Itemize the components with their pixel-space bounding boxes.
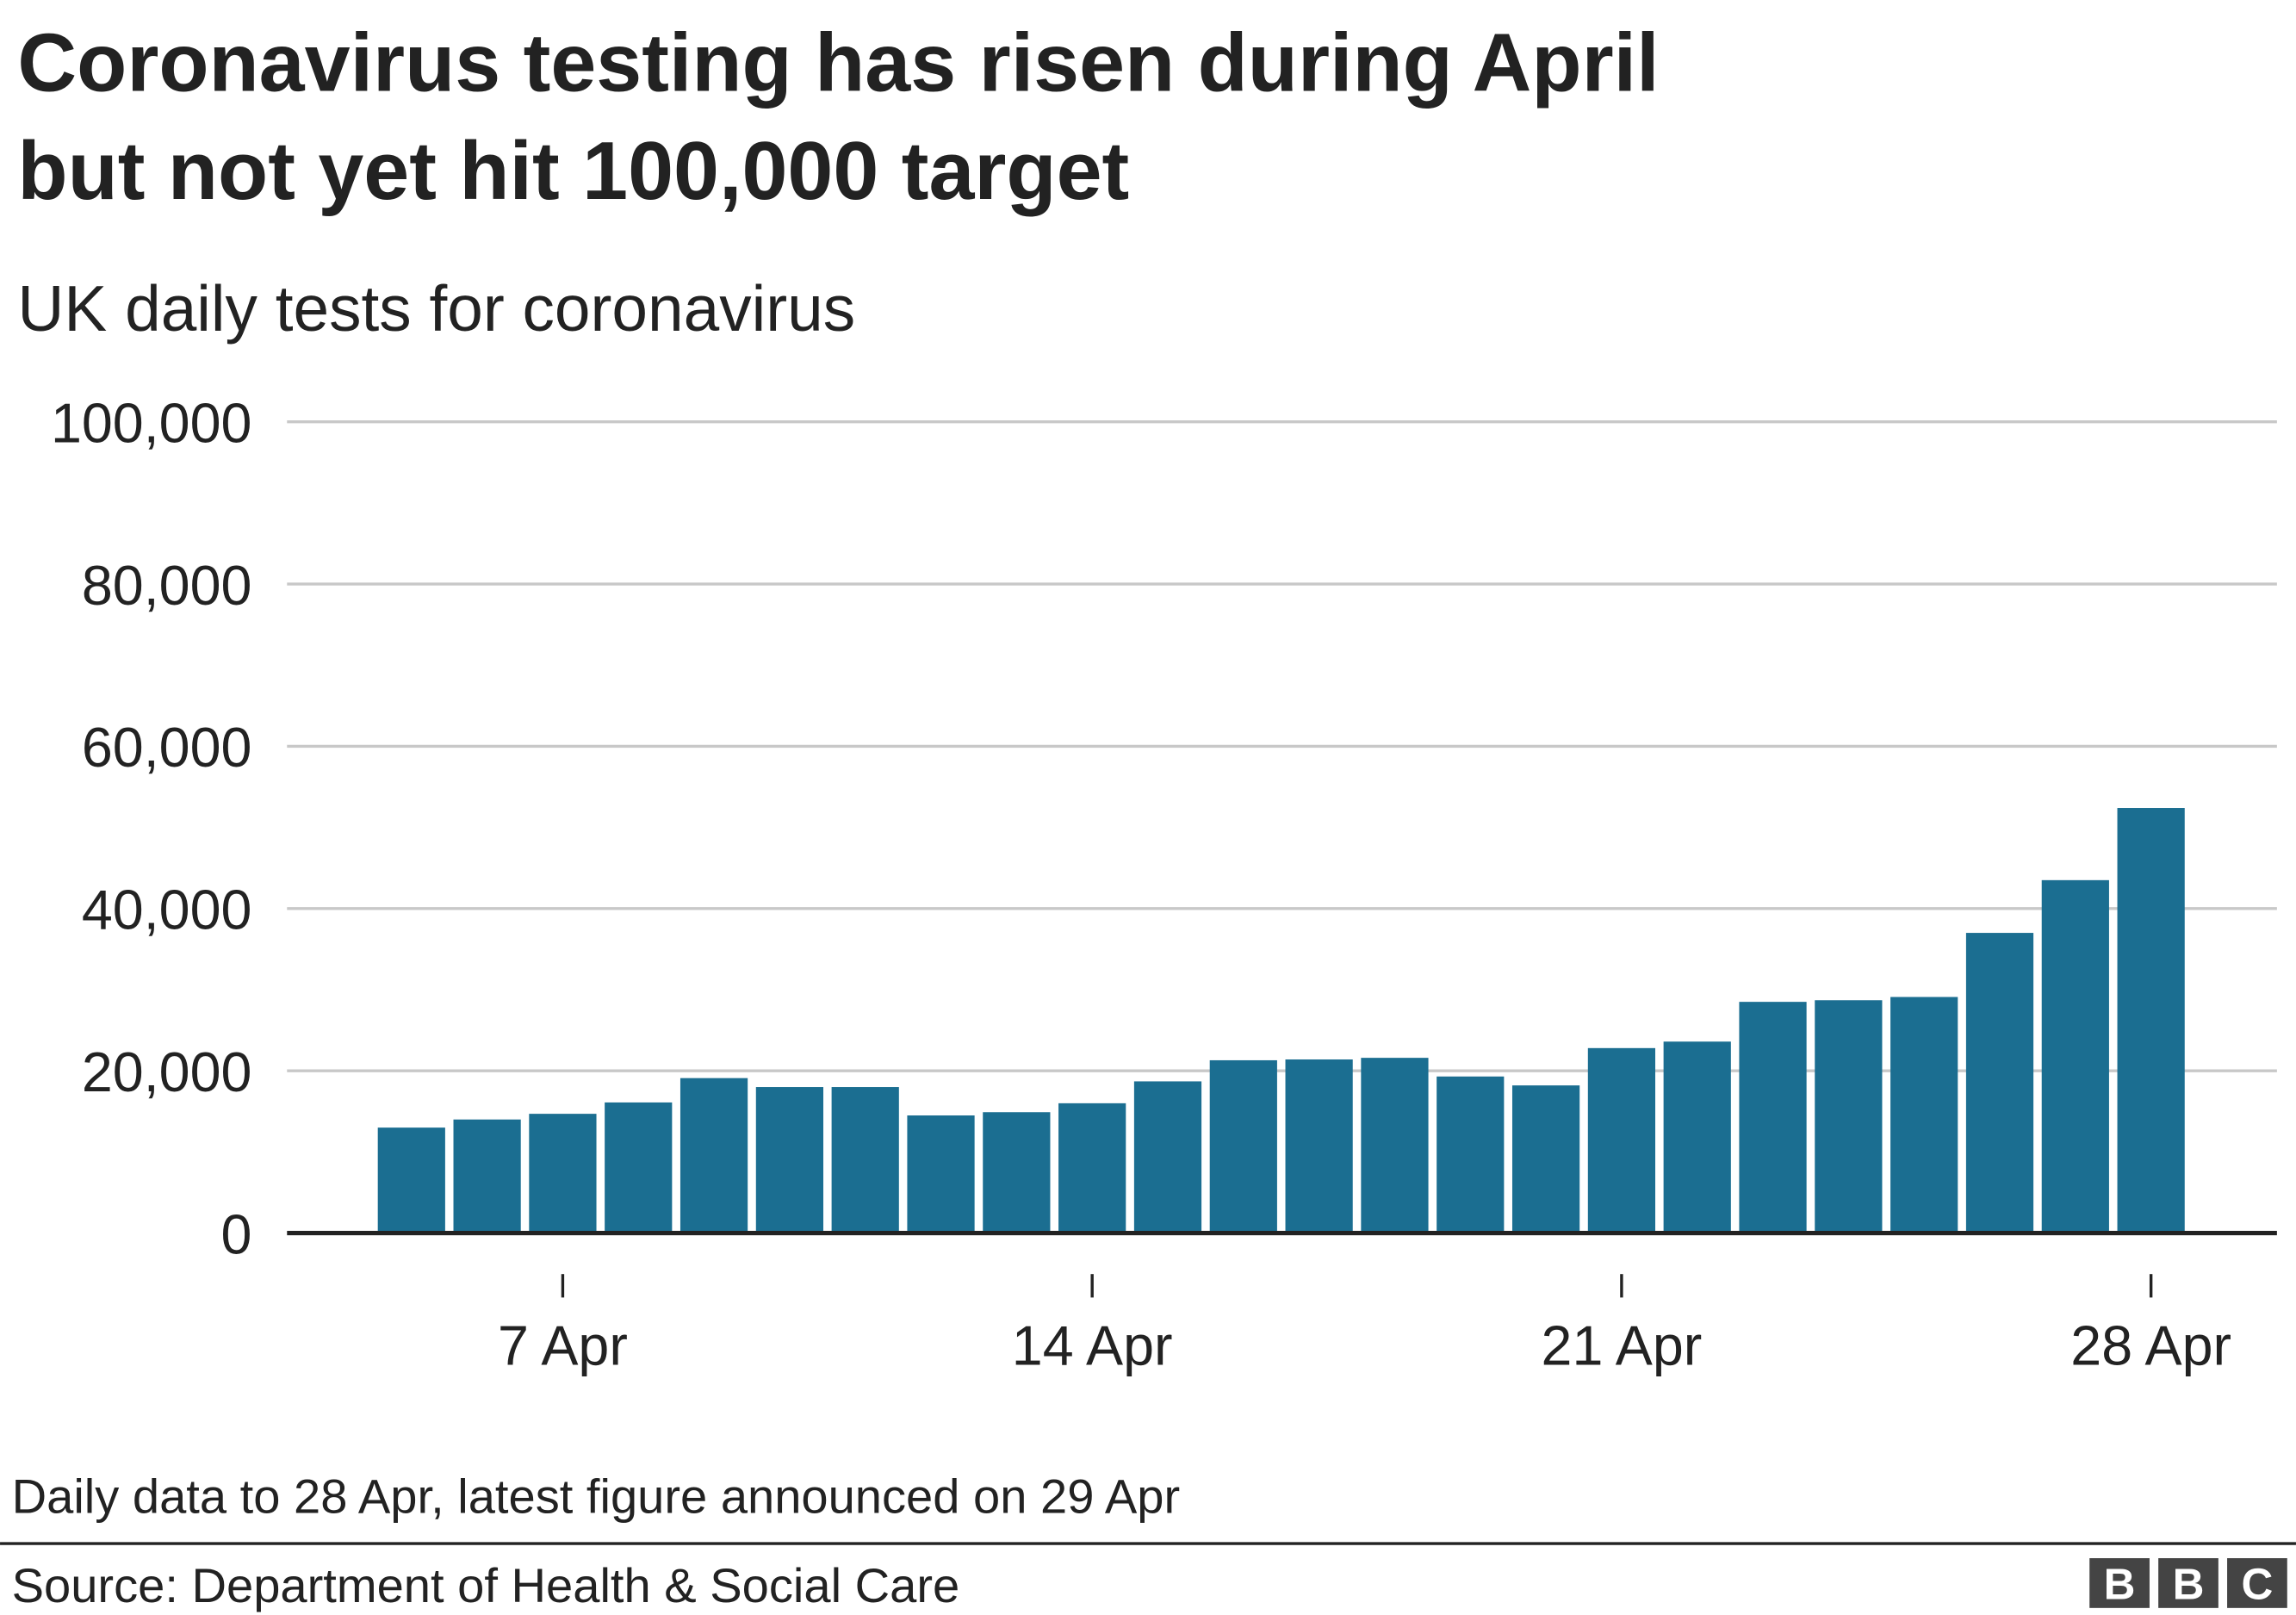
bar bbox=[679, 1078, 748, 1233]
logo-block bbox=[2089, 1558, 2150, 1608]
logo-letter: C bbox=[2241, 1560, 2273, 1609]
chart-title: but not yet hit 100,000 target bbox=[17, 126, 1129, 217]
bar bbox=[2117, 808, 2185, 1233]
bar bbox=[1437, 1076, 1505, 1233]
x-tick-label: 14 Apr bbox=[1012, 1315, 1173, 1377]
logo-letter: B bbox=[2173, 1560, 2205, 1609]
bar bbox=[1285, 1059, 1353, 1233]
y-tick-label: 0 bbox=[221, 1203, 252, 1265]
source: Source: Department of Health & Social Ca… bbox=[12, 1558, 960, 1612]
bar bbox=[1058, 1103, 1126, 1233]
bar bbox=[1663, 1041, 1731, 1233]
logo-block bbox=[2158, 1558, 2218, 1608]
bar bbox=[453, 1119, 521, 1233]
bar bbox=[1511, 1085, 1580, 1233]
footnote: Daily data to 28 Apr, latest figure anno… bbox=[12, 1469, 1181, 1523]
y-tick-label: 100,000 bbox=[51, 392, 251, 454]
chart-title: Coronavirus testing has risen during Apr… bbox=[17, 17, 1659, 109]
bar bbox=[1965, 933, 2034, 1233]
y-tick-label: 40,000 bbox=[82, 879, 252, 941]
y-tick-label: 80,000 bbox=[82, 555, 252, 617]
chart-subtitle: UK daily tests for coronavirus bbox=[17, 272, 855, 345]
x-tick-label: 7 Apr bbox=[498, 1315, 628, 1377]
x-tick-label: 28 Apr bbox=[2070, 1315, 2231, 1377]
bar bbox=[1209, 1059, 1277, 1233]
bar bbox=[1890, 997, 1958, 1233]
bar bbox=[1133, 1081, 1202, 1233]
logo-letter: B bbox=[2104, 1560, 2136, 1609]
bar bbox=[1587, 1047, 1656, 1233]
bar bbox=[605, 1102, 673, 1233]
bar bbox=[1739, 1002, 1807, 1233]
bar bbox=[1815, 1000, 1883, 1233]
x-tick-label: 21 Apr bbox=[1542, 1315, 1703, 1377]
bar bbox=[755, 1087, 823, 1233]
bar bbox=[1361, 1058, 1429, 1233]
y-tick-label: 60,000 bbox=[82, 717, 252, 779]
bar bbox=[831, 1087, 899, 1233]
logo-block bbox=[2227, 1558, 2287, 1608]
bar bbox=[529, 1114, 597, 1233]
bar bbox=[907, 1115, 975, 1233]
bar bbox=[983, 1112, 1051, 1233]
bar bbox=[2041, 879, 2109, 1233]
y-tick-label: 20,000 bbox=[82, 1041, 252, 1103]
bar bbox=[377, 1127, 445, 1233]
